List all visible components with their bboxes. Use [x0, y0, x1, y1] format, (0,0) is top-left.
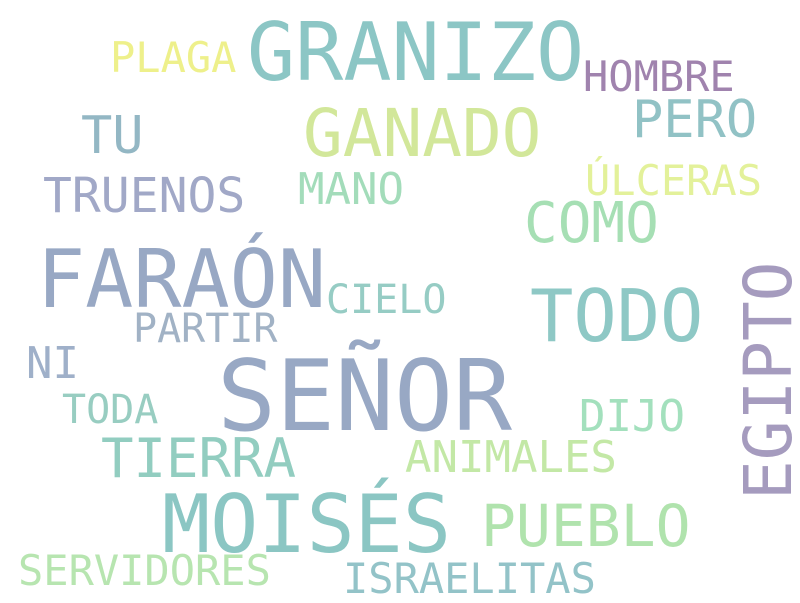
word-dijo: DIJO [579, 391, 685, 442]
word-cielo: CIELO [326, 277, 447, 323]
word-moises: MOISÉS [162, 478, 451, 571]
word-partir: PARTIR [133, 306, 278, 352]
word-todo: TODO [530, 274, 704, 358]
word-servidores: SERVIDORES [18, 546, 271, 595]
word-senor: SEÑOR [217, 340, 513, 454]
word-animales: ANIMALES [405, 432, 617, 483]
word-plaga: PLAGA [110, 33, 237, 82]
word-israelitas: ISRAELITAS [343, 554, 596, 603]
word-faraon: FARAÓN [37, 233, 326, 326]
word-egipto: EGIPTO [730, 261, 800, 500]
word-pero: PERO [632, 90, 758, 150]
word-truenos: TRUENOS [43, 168, 246, 224]
word-ulceras: ÚLCERAS [585, 156, 763, 205]
word-ni: NI [26, 338, 79, 389]
word-pueblo: PUEBLO [481, 492, 691, 560]
word-hombre: HOMBRE [583, 52, 735, 101]
word-como: COMO [524, 191, 659, 256]
word-ganado: GANADO [303, 95, 542, 172]
word-toda: TODA [62, 387, 159, 433]
word-tu: TU [81, 106, 144, 166]
word-granizo: GRANIZO [247, 6, 585, 99]
word-mano: MANO [298, 164, 404, 215]
word-tierra: TIERRA [101, 427, 297, 490]
